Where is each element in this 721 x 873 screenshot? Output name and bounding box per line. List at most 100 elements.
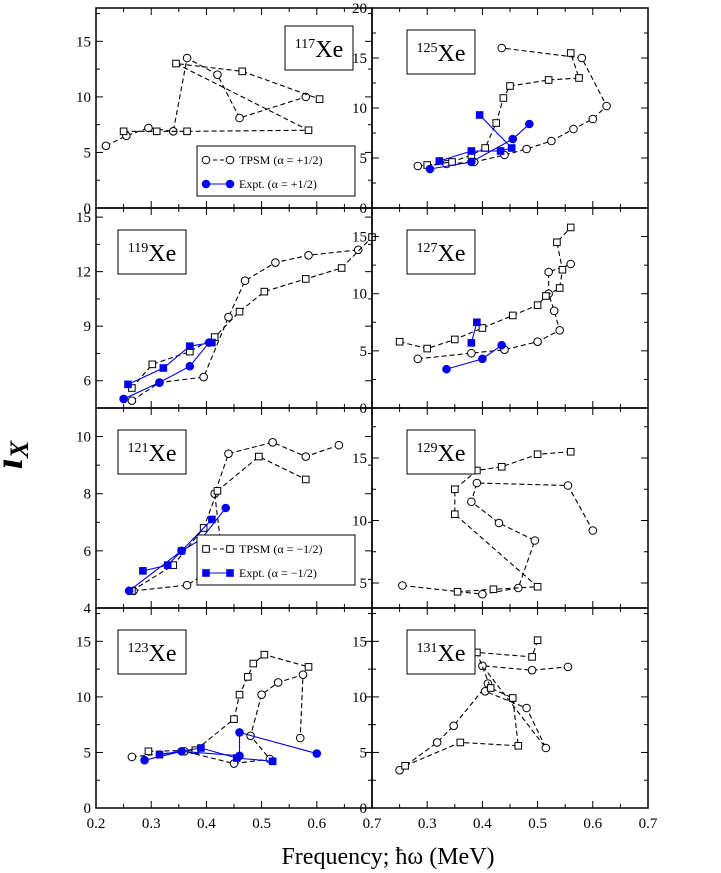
data-point-tpsm-square bbox=[533, 636, 542, 645]
y-tick-label: 8 bbox=[84, 487, 92, 503]
data-point-expt-square bbox=[268, 757, 277, 766]
data-point-tpsm-circle bbox=[235, 113, 244, 123]
data-point-tpsm-square bbox=[183, 127, 191, 136]
x-tick-label: 0.4 bbox=[473, 816, 492, 832]
series-line-tpsm-square bbox=[131, 236, 373, 389]
data-point-tpsm-square bbox=[401, 761, 409, 770]
x-tick-label: 0.4 bbox=[197, 816, 216, 832]
y-tick-label: 5 bbox=[360, 745, 368, 761]
y-tick-label: 5 bbox=[360, 151, 368, 167]
data-point-tpsm-circle bbox=[271, 258, 280, 267]
data-point-tpsm-circle bbox=[478, 589, 487, 599]
y-tick-label: 0 bbox=[360, 201, 368, 217]
data-point-tpsm-circle bbox=[588, 526, 598, 535]
data-point-tpsm-square bbox=[238, 67, 247, 76]
data-point-tpsm-circle bbox=[530, 536, 540, 545]
data-point-tpsm-square bbox=[148, 360, 157, 369]
isotope-element: Xe bbox=[315, 37, 343, 63]
data-point-tpsm-circle bbox=[304, 250, 313, 260]
data-point-tpsm-square bbox=[230, 715, 238, 723]
isotope-element: Xe bbox=[438, 641, 466, 667]
data-point-tpsm-circle bbox=[240, 276, 250, 286]
data-point-tpsm-square bbox=[486, 684, 495, 692]
isotope-mass-number: 131 bbox=[417, 641, 438, 656]
data-point-tpsm-square bbox=[235, 690, 244, 699]
data-point-tpsm-square bbox=[119, 127, 128, 136]
data-point-tpsm-square bbox=[533, 582, 542, 591]
data-point-tpsm-circle bbox=[432, 738, 442, 747]
isotope-label-box bbox=[117, 429, 187, 475]
data-point-tpsm-circle bbox=[549, 306, 559, 316]
data-point-tpsm-square bbox=[260, 287, 269, 296]
data-point-tpsm-square bbox=[506, 82, 514, 90]
data-point-tpsm-square bbox=[566, 223, 575, 232]
data-point-expt-circle bbox=[478, 354, 487, 364]
y-tick-label: 10 bbox=[352, 287, 367, 303]
series-line-tpsm-square bbox=[454, 451, 571, 593]
data-point-expt-circle bbox=[221, 503, 231, 513]
data-point-tpsm-square bbox=[315, 95, 324, 103]
data-point-expt-square bbox=[496, 147, 505, 155]
data-point-tpsm-circle bbox=[127, 752, 137, 762]
data-point-expt-circle bbox=[140, 755, 149, 765]
data-point-tpsm-square bbox=[528, 653, 536, 661]
data-point-tpsm-square bbox=[144, 747, 153, 756]
data-point-expt-square bbox=[177, 547, 186, 555]
data-point-tpsm-square bbox=[249, 659, 258, 668]
data-point-tpsm-circle bbox=[182, 53, 192, 63]
data-point-expt-circle bbox=[124, 586, 134, 596]
series-line-tpsm-circle bbox=[131, 673, 304, 765]
isotope-label: 123Xe bbox=[128, 641, 177, 667]
data-point-tpsm-circle bbox=[413, 161, 423, 171]
data-point-expt-square bbox=[186, 342, 194, 350]
y-tick-label: 15 bbox=[352, 634, 367, 650]
legend-label: Expt. (α = −1/2) bbox=[239, 566, 317, 580]
data-point-tpsm-circle bbox=[577, 53, 587, 63]
data-point-tpsm-circle bbox=[602, 101, 611, 111]
data-point-tpsm-circle bbox=[144, 123, 153, 133]
isotope-label: 127Xe bbox=[417, 241, 466, 267]
data-point-tpsm-square bbox=[448, 158, 456, 166]
series-line-tpsm-square bbox=[131, 455, 307, 592]
data-point-tpsm-circle bbox=[268, 437, 277, 447]
data-point-expt-circle bbox=[155, 378, 164, 387]
data-point-expt-square bbox=[163, 561, 172, 569]
x-tick-label: 0.5 bbox=[252, 816, 271, 832]
data-point-tpsm-circle bbox=[398, 581, 407, 590]
data-point-tpsm-circle bbox=[127, 396, 137, 406]
panel-131Xe: 0 5 10 15 0.3 0.4 0.5 0.6 0.7 131Xe bbox=[352, 607, 658, 832]
data-point-tpsm-square bbox=[575, 74, 583, 82]
data-point-tpsm-square bbox=[337, 264, 346, 272]
y-tick-label: 10 bbox=[352, 101, 367, 117]
data-point-expt-square bbox=[124, 380, 132, 389]
data-point-tpsm-square bbox=[481, 144, 489, 152]
data-point-tpsm-square bbox=[497, 462, 506, 471]
isotope-element: Xe bbox=[438, 41, 466, 67]
x-tick-label: 0.6 bbox=[307, 816, 326, 832]
data-point-tpsm-square bbox=[172, 59, 180, 68]
panel-127Xe: 0 5 10 15 127Xe bbox=[352, 207, 649, 417]
data-point-tpsm-square bbox=[395, 337, 404, 346]
y-tick-label: 15 bbox=[352, 51, 367, 67]
data-point-tpsm-square bbox=[152, 127, 161, 136]
isotope-element: Xe bbox=[148, 241, 176, 267]
data-point-tpsm-square bbox=[423, 344, 431, 353]
data-point-expt-circle bbox=[235, 728, 244, 737]
data-point-expt-square bbox=[473, 318, 481, 327]
isotope-label: 125Xe bbox=[417, 41, 466, 67]
legend-label: Expt. (α = +1/2) bbox=[239, 177, 317, 191]
data-point-tpsm-circle bbox=[298, 670, 308, 679]
data-point-tpsm-circle bbox=[353, 245, 363, 255]
data-point-tpsm-square bbox=[514, 741, 523, 750]
series-line-tpsm-circle bbox=[402, 482, 594, 595]
data-point-tpsm-square bbox=[533, 450, 542, 459]
legend-label: TPSM (α = +1/2) bbox=[239, 153, 323, 167]
isotope-mass-number: 117 bbox=[295, 37, 315, 52]
data-point-expt-circle bbox=[442, 364, 451, 374]
y-tick-label: 9 bbox=[84, 319, 92, 335]
x-tick-label: 0.3 bbox=[142, 816, 161, 832]
data-point-tpsm-circle bbox=[544, 267, 553, 277]
panel-117Xe: 0 5 10 15 117Xe TPSM (α = +1/2) Expt. (α = +1/… bbox=[76, 7, 373, 217]
data-point-tpsm-circle bbox=[224, 449, 233, 459]
